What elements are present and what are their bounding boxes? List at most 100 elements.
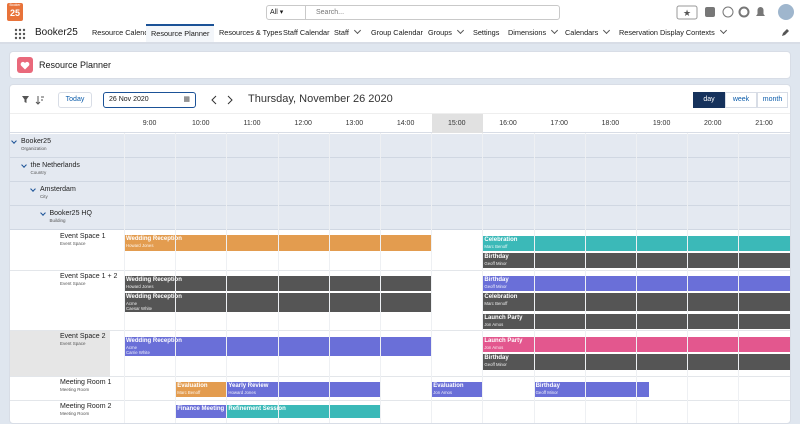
hour-label: 16:00: [499, 120, 517, 127]
reservation[interactable]: Launch Party Jon Amos: [482, 337, 790, 353]
reservation[interactable]: Finance Meeting: [175, 405, 227, 419]
page-header: Resource Planner: [9, 51, 791, 79]
filter-icons[interactable]: [22, 95, 44, 105]
group-row: [10, 158, 790, 182]
hour-line: [738, 133, 740, 423]
tab-chevron: [719, 26, 727, 35]
tab-label: Staff Calendar: [283, 28, 330, 37]
hour-line: [226, 133, 228, 423]
nav-tab[interactable]: Reservation Display Contexts: [619, 24, 727, 42]
reservation-title: Launch Party: [484, 338, 523, 344]
nav-tab[interactable]: Group Calendar: [371, 24, 423, 42]
resource-type: Event Space: [60, 241, 86, 246]
setup[interactable]: [738, 6, 750, 18]
app-launcher[interactable]: [14, 28, 26, 40]
date-input[interactable]: 26 Nov 2020 ▦: [103, 92, 196, 108]
reservation-title: Wedding Reception: [126, 277, 182, 283]
avatar[interactable]: [778, 4, 794, 20]
header-icons: ★: [676, 4, 794, 20]
hour-line: [380, 133, 381, 423]
hour-line: [277, 133, 279, 423]
reservation[interactable]: Yearly Review Howard Jones: [226, 382, 380, 398]
reservation-title: Evaluation: [433, 383, 464, 389]
hour-line: [431, 133, 433, 423]
nav-tab[interactable]: Resources & Types: [219, 24, 282, 42]
add[interactable]: [705, 7, 715, 17]
reservation[interactable]: Birthday Geoff Minor: [482, 354, 790, 371]
hour-label: 12:00: [294, 120, 312, 127]
help[interactable]: [722, 6, 734, 18]
hour-line: [175, 133, 177, 423]
nav-tab[interactable]: Calendars: [565, 24, 611, 42]
tab-chevron: [353, 26, 361, 35]
reservation-detail: Geoff Minor: [484, 284, 507, 289]
tab-label: Groups: [428, 28, 452, 37]
tab-label: Reservation Display Contexts: [619, 28, 715, 37]
reservation-detail: Marc Benoff: [177, 390, 201, 395]
reservation-title: Wedding Reception: [126, 294, 182, 300]
tab-label: Group Calendar: [371, 28, 423, 37]
search-scope[interactable]: All ▾: [266, 5, 306, 20]
reservation-title: Yearly Review: [228, 383, 269, 389]
edit-nav[interactable]: [781, 29, 789, 37]
tab-label: Resource Planner: [151, 29, 210, 38]
tab-label: Staff: [334, 28, 349, 37]
resource-row: [10, 377, 790, 401]
reservation[interactable]: Evaluation Jon Amos: [431, 382, 483, 398]
nav-tab[interactable]: Staff: [334, 24, 361, 42]
search-scope-label: All: [270, 9, 278, 16]
hour-label: 18:00: [601, 120, 620, 127]
nav-tab[interactable]: Dimensions: [508, 24, 559, 42]
today-button[interactable]: Today: [58, 92, 92, 108]
reservation[interactable]: Celebration Marc Benoff: [482, 293, 790, 312]
reservation-title: Finance Meeting: [177, 406, 225, 412]
reservation-detail: Acme: [126, 301, 137, 306]
date-arrows[interactable]: [210, 95, 236, 105]
nav-tab[interactable]: Resource Planner: [146, 24, 215, 42]
search-box[interactable]: Search...: [305, 5, 560, 20]
resource-type: Event Space: [60, 281, 86, 286]
hour-label: 17:00: [550, 120, 568, 127]
hour-label: 20:00: [704, 120, 722, 127]
group-name: Amsterdam: [40, 186, 76, 193]
favorites[interactable]: [676, 5, 698, 20]
reservation[interactable]: Birthday Geoff Minor: [482, 276, 790, 292]
current-hour: [432, 114, 483, 133]
nav-tab[interactable]: Settings: [473, 24, 499, 42]
tab-chevron: [456, 26, 464, 35]
reservation-detail: Marc Benoff: [484, 301, 508, 306]
reservation[interactable]: Evaluation Marc Benoff: [175, 382, 227, 398]
reservation[interactable]: Birthday Geoff Minor: [533, 382, 649, 398]
reservation-title: Launch Party: [484, 315, 523, 321]
resource-name: Event Space 2: [60, 333, 106, 340]
reservation[interactable]: Birthday Geoff Minor: [482, 253, 790, 269]
nav-tab[interactable]: Resource Calendar: [92, 24, 155, 42]
group-type: Organization: [21, 146, 47, 151]
logo[interactable]: Booker 25: [7, 3, 23, 21]
hour-line: [328, 133, 330, 423]
tab-label: Settings: [473, 28, 500, 37]
nav-tab[interactable]: Groups: [428, 24, 464, 42]
planner: Today 26 Nov 2020 ▦ Thursday, November 26…: [9, 84, 791, 424]
view-button[interactable]: day: [693, 92, 725, 108]
search-placeholder: Search...: [316, 9, 345, 16]
notifications[interactable]: [756, 7, 765, 16]
reservation-detail: Geoff Minor: [484, 261, 507, 266]
reservation[interactable]: Refinement Session: [226, 405, 380, 419]
reservation[interactable]: Celebration Marc Benoff: [482, 236, 790, 252]
view-button[interactable]: month: [757, 92, 788, 108]
reservation-detail: Howard Jones: [126, 284, 154, 289]
reservation-title: Birthday: [535, 383, 560, 389]
hour-label: 13:00: [345, 120, 364, 127]
tab-chevron: [551, 26, 559, 35]
nav-bar: Booker25 Resource Calendar Resource Plann…: [0, 24, 800, 44]
view-button[interactable]: week: [725, 92, 757, 108]
svg-text:★: ★: [683, 8, 691, 18]
nav-tab[interactable]: Staff Calendar: [283, 24, 330, 42]
group-type: Country: [30, 170, 47, 175]
reservation-title: Refinement Session: [228, 406, 286, 412]
page-icon: [17, 57, 33, 73]
reservation[interactable]: Launch Party Jon Amos: [482, 314, 790, 330]
reservation-detail: Geoff Minor: [535, 390, 558, 395]
hour-line: [482, 133, 484, 423]
